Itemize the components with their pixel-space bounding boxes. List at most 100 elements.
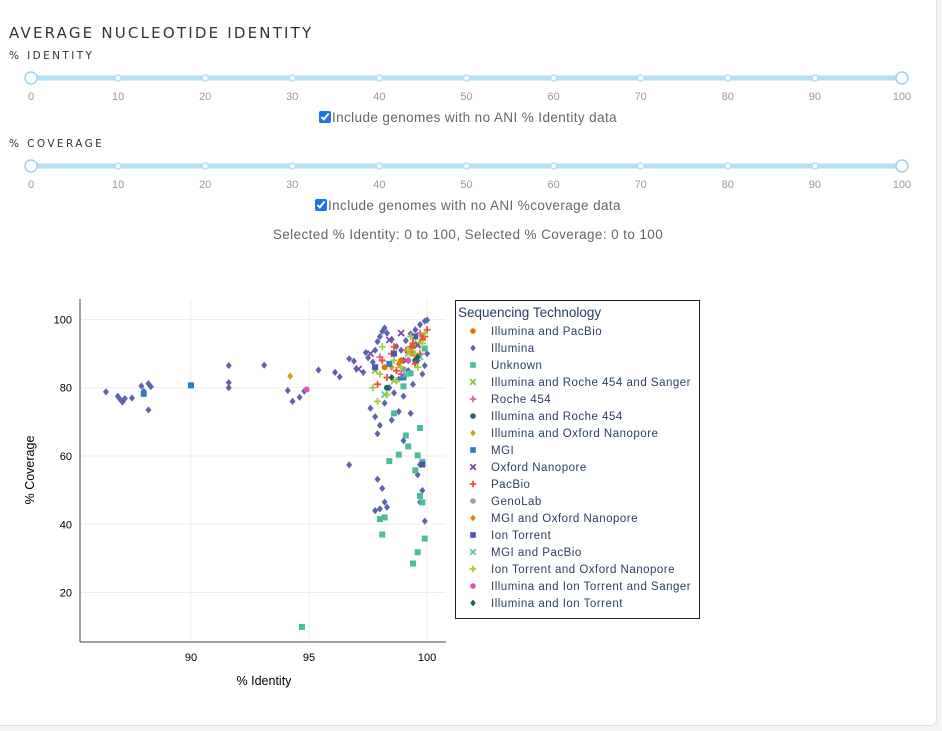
data-point — [388, 416, 395, 424]
legend-marker — [469, 565, 477, 573]
identity-slider-dot — [724, 74, 732, 82]
legend-marker — [470, 583, 476, 589]
data-point — [289, 397, 296, 405]
data-point — [378, 343, 386, 351]
legend-marker — [470, 362, 476, 368]
coverage-range-slider[interactable]: 0 10 20 30 40 50 60 70 80 90 100 — [0, 152, 942, 192]
data-point — [346, 461, 353, 469]
data-point — [374, 430, 381, 438]
data-point — [395, 375, 402, 383]
coverage-slider-min-handle[interactable] — [24, 159, 38, 173]
data-point — [381, 399, 388, 407]
legend-marker — [470, 599, 476, 607]
data-point — [400, 392, 407, 400]
data-point — [424, 350, 431, 358]
data-point — [407, 370, 414, 377]
legend-item-label: Illumina and Oxford Nanopore — [491, 428, 658, 440]
data-point — [374, 475, 381, 483]
identity-include-checkbox[interactable] — [318, 111, 331, 123]
data-point — [145, 406, 152, 414]
data-point — [395, 451, 402, 458]
data-point — [409, 380, 416, 388]
legend-item-label: Ion Torrent — [491, 530, 552, 542]
legend-item-label: MGI and Oxford Nanopore — [491, 513, 638, 525]
coverage-slider-max-handle[interactable] — [895, 159, 909, 173]
coverage-slider-dot — [636, 162, 645, 170]
legend-title: Sequencing Technology — [458, 305, 601, 320]
data-point — [418, 339, 426, 347]
data-point — [225, 384, 232, 392]
data-point — [405, 357, 412, 364]
y-tick-label: 40 — [60, 519, 72, 531]
data-point — [402, 370, 410, 378]
data-point — [350, 357, 357, 365]
identity-slider-min-handle[interactable] — [24, 71, 38, 85]
identity-slider-tick-label: 20 — [199, 91, 211, 103]
chart-points — [102, 316, 431, 630]
legend-box — [455, 300, 700, 619]
data-point — [386, 360, 393, 367]
data-point — [372, 507, 379, 515]
data-point — [138, 382, 145, 390]
data-point — [421, 361, 428, 370]
data-point — [421, 329, 429, 337]
legend-marker — [469, 480, 477, 488]
data-point — [376, 370, 384, 378]
data-point — [225, 361, 232, 370]
data-point — [397, 363, 405, 371]
identity-checkbox-label: Include genomes with no ANI % Identity d… — [331, 110, 618, 125]
identity-slider-dot — [549, 74, 558, 82]
coverage-include-checkbox[interactable] — [315, 199, 327, 211]
chart-axes: 90 95 100 20 40 60 80 100 — [54, 299, 446, 664]
data-point — [391, 410, 398, 417]
legend-marker — [469, 548, 477, 556]
data-point — [379, 531, 386, 538]
legend-marker — [469, 395, 477, 403]
data-point — [360, 368, 367, 376]
coverage-slider-tick-label: 30 — [286, 179, 298, 191]
legend-marker — [470, 514, 476, 522]
y-tick-label: 60 — [60, 451, 72, 463]
legend-item-label: PacBio — [491, 479, 530, 491]
data-point — [381, 364, 388, 371]
data-point — [402, 337, 409, 345]
coverage-slider-tick-label: 100 — [893, 179, 911, 191]
data-point — [390, 356, 398, 364]
identity-slider-tick-label: 0 — [28, 91, 34, 103]
identity-slider-dot — [811, 74, 819, 82]
data-point — [414, 471, 421, 479]
identity-slider-tick-label: 10 — [112, 91, 124, 103]
identity-slider-tick-label: 50 — [460, 91, 472, 103]
data-point — [391, 350, 398, 357]
data-point — [376, 505, 383, 513]
data-point — [374, 397, 382, 405]
data-point — [383, 384, 390, 391]
legend-item-label: Ion Torrent and Oxford Nanopore — [491, 564, 675, 576]
data-point — [392, 377, 400, 385]
series-ion-torrent-and-oxford-nanopore — [369, 329, 429, 405]
identity-slider-tick-label: 60 — [547, 91, 559, 103]
data-point — [386, 458, 393, 465]
data-point — [407, 409, 414, 417]
identity-slider-max-handle[interactable] — [895, 71, 909, 85]
coverage-slider-tick-label: 0 — [28, 179, 34, 191]
identity-slider-tick-label: 40 — [373, 91, 385, 103]
legend-item-label: Oxford Nanopore — [491, 462, 587, 474]
data-point — [372, 364, 379, 371]
coverage-slider-tick-label: 10 — [112, 179, 124, 191]
data-point — [417, 320, 424, 329]
data-point — [385, 336, 393, 344]
identity-range-slider[interactable]: 0 10 20 30 40 50 60 70 80 90 100 — [0, 64, 942, 104]
identity-slider-tick-label: 30 — [286, 91, 298, 103]
coverage-slider-dot — [724, 162, 732, 170]
identity-slider-tick-label: 70 — [635, 91, 647, 103]
data-point — [397, 329, 405, 337]
data-point — [374, 380, 382, 388]
identity-slider-tick-label: 100 — [893, 91, 911, 103]
data-point — [303, 386, 310, 393]
coverage-slider-dot — [375, 162, 384, 170]
data-point — [381, 514, 388, 521]
data-point — [315, 366, 322, 374]
data-point — [381, 324, 388, 332]
